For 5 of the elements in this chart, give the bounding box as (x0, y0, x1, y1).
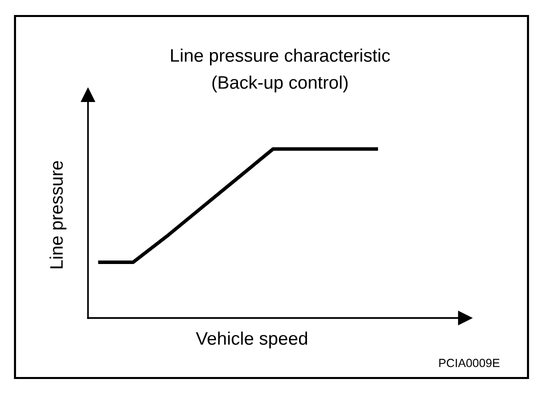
chart-title: Line pressure characteristic (171, 48, 390, 66)
chart-subtitle: (Back-up control) (212, 76, 348, 92)
text: PCIA0009E (439, 358, 500, 368)
x-axis-title: Vehicle speed (196, 332, 308, 348)
y-axis-title: Line pressure (50, 161, 66, 268)
